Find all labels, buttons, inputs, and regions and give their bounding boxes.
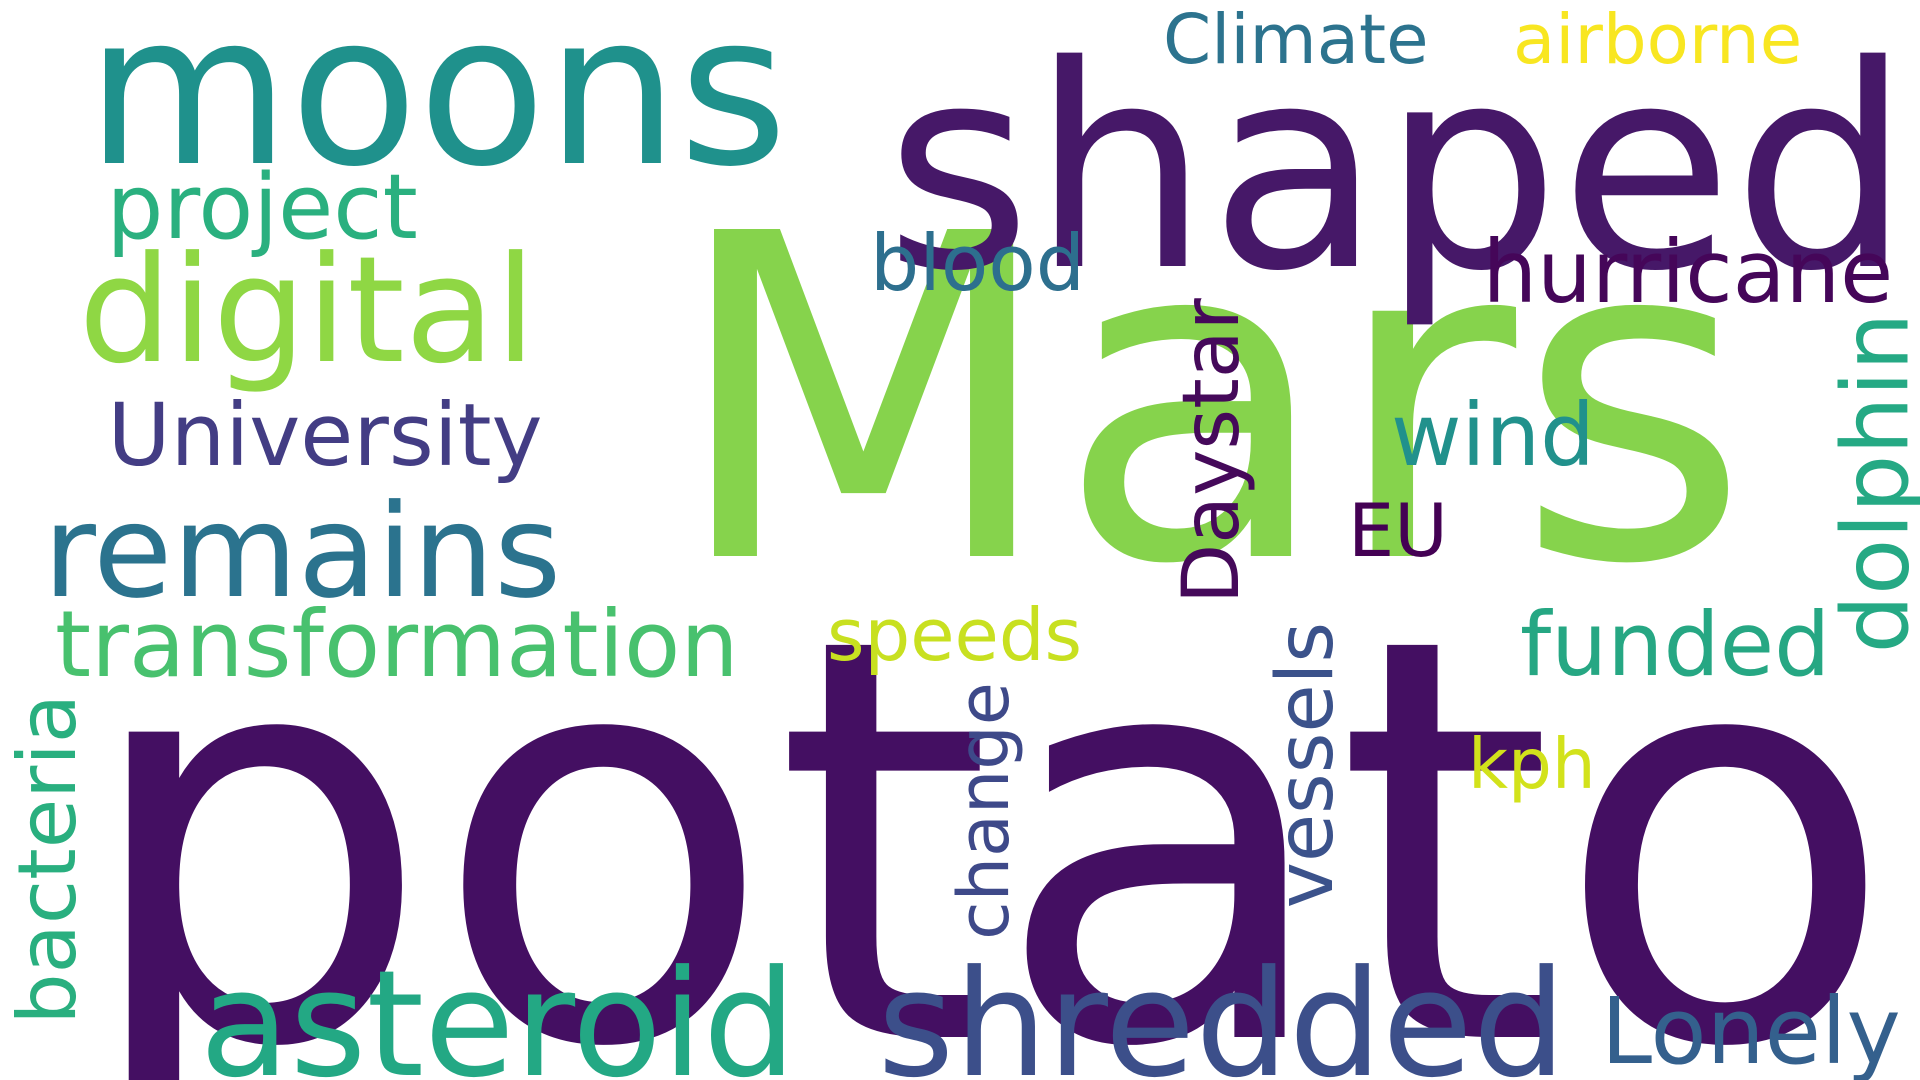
word-transformation: transformation xyxy=(55,591,739,698)
word-bacteria: bacteria xyxy=(0,693,94,1025)
word-digital: digital xyxy=(78,223,536,396)
word-lonely: Lonely xyxy=(1601,978,1901,1080)
word-eu: EU xyxy=(1348,488,1448,574)
word-mars: Mars xyxy=(670,139,1750,662)
word-blood: blood xyxy=(870,219,1086,309)
word-hurricane: hurricane xyxy=(1482,222,1894,323)
word-potato: potato xyxy=(78,519,1896,1080)
word-change: change xyxy=(942,682,1025,940)
word-remains: remains xyxy=(43,476,562,627)
word-moons: moons xyxy=(86,0,788,213)
word-vessels: vessels xyxy=(1260,621,1352,909)
word-climate: Climate xyxy=(1163,0,1429,80)
word-airborne: airborne xyxy=(1513,0,1803,80)
word-university: University xyxy=(107,385,543,486)
word-daystar: Daystar xyxy=(1165,298,1257,605)
word-kph: kph xyxy=(1468,724,1596,805)
word-wind: wind xyxy=(1391,385,1595,486)
word-asteroid: asteroid xyxy=(199,937,797,1080)
word-project: project xyxy=(106,156,418,260)
word-speeds: speeds xyxy=(827,593,1083,677)
word-dolphin: dolphin xyxy=(1821,312,1920,654)
word-funded: funded xyxy=(1520,592,1831,696)
word-shredded: shredded xyxy=(877,937,1567,1080)
word-shaped: shaped xyxy=(885,5,1912,333)
